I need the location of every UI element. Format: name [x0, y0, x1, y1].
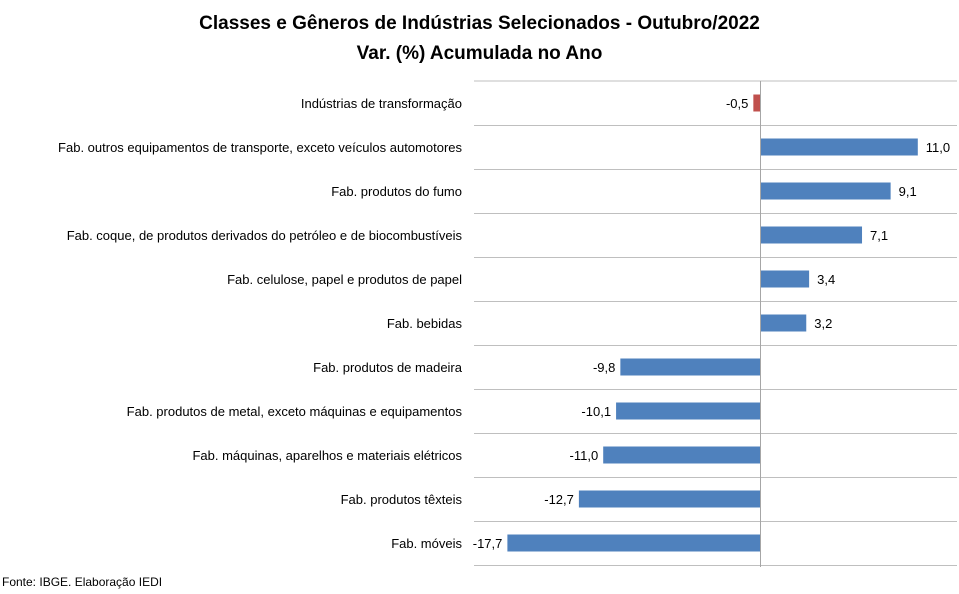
data-label: 7,1: [870, 228, 888, 243]
category-label: Fab. celulose, papel e produtos de papel: [227, 272, 462, 287]
bar: [760, 314, 807, 332]
bar: [760, 138, 918, 156]
category-label: Fab. máquinas, aparelhos e materiais elé…: [192, 448, 462, 463]
chart-subtitle: Var. (%) Acumulada no Ano: [356, 43, 603, 64]
bar: [620, 358, 761, 376]
category-label: Fab. coque, de produtos derivados do pet…: [67, 228, 463, 243]
data-label: 3,2: [814, 316, 832, 331]
bar: [760, 182, 891, 200]
bar: [753, 94, 761, 112]
data-label: 9,1: [899, 184, 917, 199]
data-label: -10,1: [581, 404, 611, 419]
bar: [616, 402, 761, 420]
chart-title: Classes e Gêneros de Indústrias Selecion…: [199, 13, 760, 34]
data-label: -17,7: [473, 536, 503, 551]
category-label: Fab. produtos têxteis: [341, 492, 463, 507]
bar: [507, 534, 761, 552]
data-label: 3,4: [817, 272, 835, 287]
category-label: Fab. bebidas: [387, 316, 463, 331]
category-label: Fab. móveis: [391, 536, 462, 551]
category-label: Fab. outros equipamentos de transporte, …: [58, 140, 462, 155]
category-label: Fab. produtos de madeira: [313, 360, 463, 375]
data-label: -11,0: [570, 448, 599, 463]
data-label: -9,8: [593, 360, 615, 375]
data-label: -0,5: [726, 96, 748, 111]
bar: [760, 226, 863, 244]
category-label: Indústrias de transformação: [301, 96, 462, 111]
bar: [760, 270, 810, 288]
bar: [578, 490, 761, 508]
bar: [603, 446, 761, 464]
category-label: Fab. produtos de metal, exceto máquinas …: [127, 404, 463, 419]
category-label: Fab. produtos do fumo: [331, 184, 462, 199]
data-label: 11,0: [926, 140, 950, 155]
source-note: Fonte: IBGE. Elaboração IEDI: [2, 575, 163, 589]
data-label: -12,7: [544, 492, 574, 507]
